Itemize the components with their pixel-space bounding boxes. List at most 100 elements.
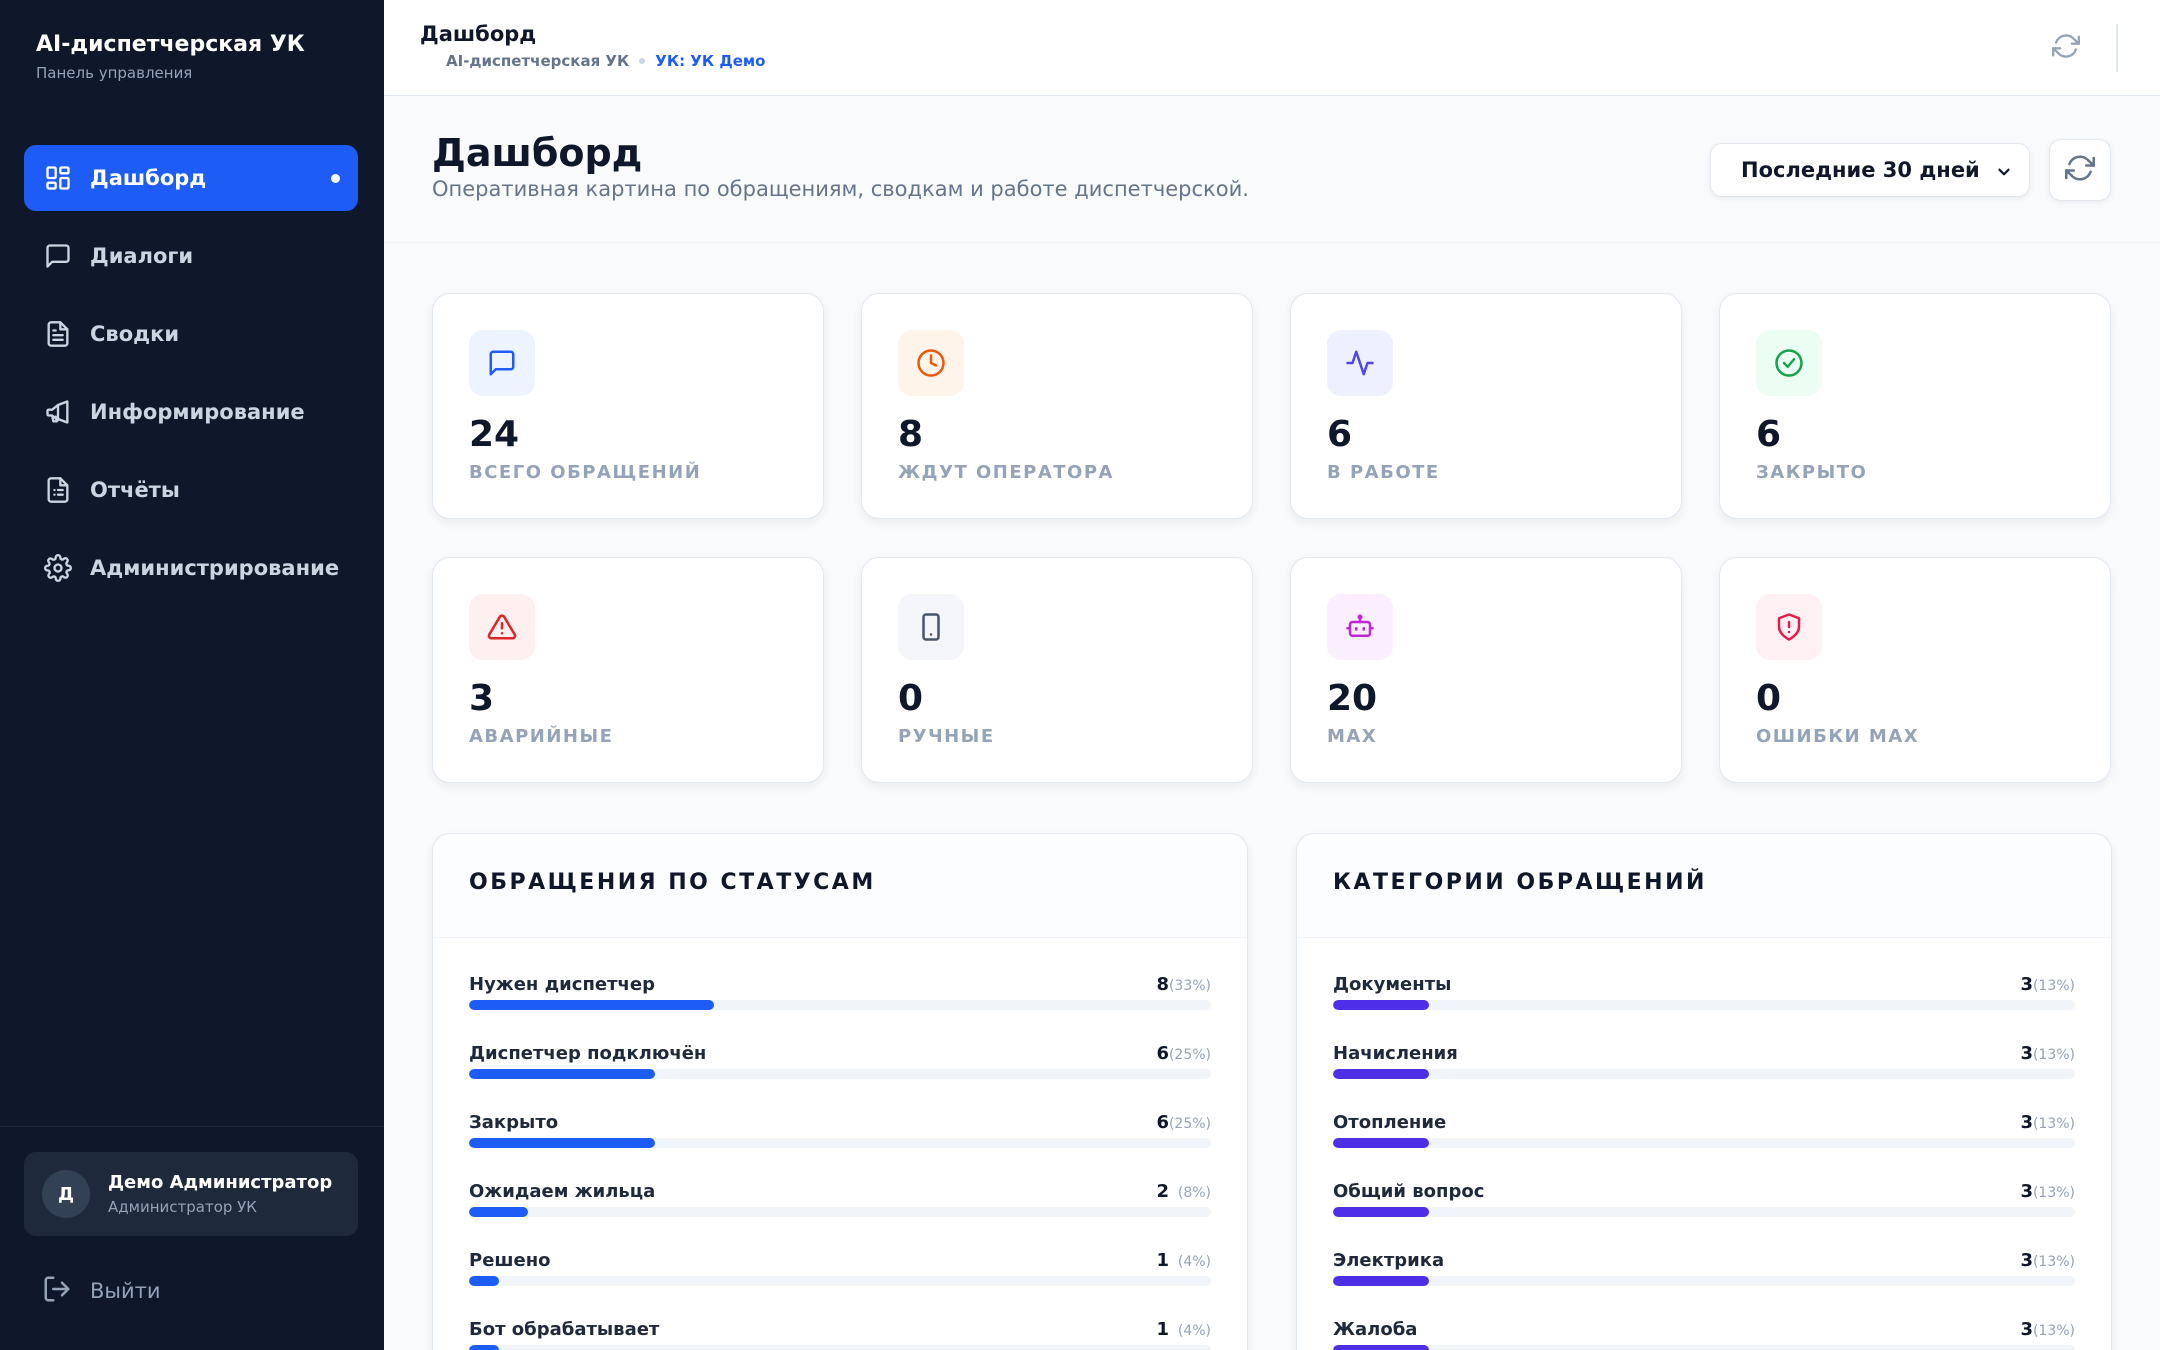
status-row-percent: (4%) xyxy=(1177,1323,1211,1339)
category-row-count: 3 xyxy=(2020,1250,2033,1271)
status-row-percent: (4%) xyxy=(1177,1254,1211,1270)
warning-icon xyxy=(469,594,535,660)
topbar: Дашборд AI-диспетчерская УК УК: УК Демо xyxy=(384,0,2160,96)
category-row-count: 3 xyxy=(2020,1112,2033,1133)
progress-fill xyxy=(1333,1138,1430,1148)
sidebar: AI-диспетчерская УК Панель управления Да… xyxy=(0,0,384,1350)
logout-icon xyxy=(42,1274,72,1308)
stat-card-waiting-operator: 8 ЖДУТ ОПЕРАТОРА xyxy=(861,293,1253,519)
category-row-count: 3 xyxy=(2020,1181,2033,1202)
progress-track xyxy=(469,1207,1211,1217)
user-name: Демо Администратор xyxy=(108,1172,333,1193)
chat-icon xyxy=(469,330,535,396)
progress-track xyxy=(469,1138,1211,1148)
progress-fill xyxy=(469,1345,499,1350)
progress-track xyxy=(1333,1345,2075,1350)
status-row-label: Диспетчер подключён xyxy=(469,1043,707,1064)
sidebar-item-label: Информирование xyxy=(90,400,305,424)
user-card[interactable]: Д Демо Администратор Администратор УК xyxy=(24,1152,358,1236)
stat-card-in-progress: 6 В РАБОТЕ xyxy=(1290,293,1682,519)
gear-icon xyxy=(42,552,74,584)
sidebar-item-dialogs[interactable]: Диалоги xyxy=(24,223,358,289)
stat-card-emergency: 3 АВАРИЙНЫЕ xyxy=(432,557,824,783)
topbar-separator xyxy=(2116,24,2118,72)
sidebar-item-summaries[interactable]: Сводки xyxy=(24,301,358,367)
stat-card-max-errors: 0 ОШИБКИ MAX xyxy=(1719,557,2111,783)
panel-title: КАТЕГОРИИ ОБРАЩЕНИЙ xyxy=(1333,870,1707,895)
statuses-panel: ОБРАЩЕНИЯ ПО СТАТУСАМ Нужен диспетчер 8 (3… xyxy=(432,833,1248,1350)
category-row: Общий вопрос 3 (13%) xyxy=(1333,1181,2075,1231)
sidebar-item-label: Диалоги xyxy=(90,244,194,268)
report-icon xyxy=(42,474,74,506)
topbar-title: Дашборд xyxy=(420,22,537,46)
progress-fill xyxy=(1333,1345,1430,1350)
sidebar-item-label: Администрирование xyxy=(90,556,340,580)
page-subtitle: Оперативная картина по обращениям, сводк… xyxy=(432,177,1249,201)
category-row: Отопление 3 (13%) xyxy=(1333,1112,2075,1162)
category-row-label: Общий вопрос xyxy=(1333,1181,1485,1202)
stat-value: 6 xyxy=(1327,414,1353,455)
progress-track xyxy=(469,1276,1211,1286)
document-icon xyxy=(42,318,74,350)
panel-header: КАТЕГОРИИ ОБРАЩЕНИЙ xyxy=(1297,834,2111,938)
category-row: Жалоба 3 (13%) xyxy=(1333,1319,2075,1350)
status-row-count: 6 xyxy=(1156,1043,1169,1064)
stat-label: В РАБОТЕ xyxy=(1327,462,1440,483)
sidebar-item-dashboard[interactable]: Дашборд xyxy=(24,145,358,211)
category-row-label: Начисления xyxy=(1333,1043,1458,1064)
stat-value: 24 xyxy=(469,414,520,455)
status-row-label: Решено xyxy=(469,1250,551,1271)
progress-fill xyxy=(1333,1276,1430,1286)
clock-icon xyxy=(898,330,964,396)
category-row-percent: (13%) xyxy=(2032,978,2075,994)
stat-card-closed: 6 ЗАКРЫТО xyxy=(1719,293,2111,519)
sidebar-item-label: Дашборд xyxy=(90,166,207,190)
panel-title: ОБРАЩЕНИЯ ПО СТАТУСАМ xyxy=(469,870,876,895)
stat-label: ЗАКРЫТО xyxy=(1756,462,1868,483)
progress-fill xyxy=(469,1000,714,1010)
stat-value: 0 xyxy=(1756,678,1782,719)
status-row: Бот обрабатывает 1 (4%) xyxy=(469,1319,1211,1350)
category-row-count: 3 xyxy=(2020,974,2033,995)
categories-panel: КАТЕГОРИИ ОБРАЩЕНИЙ Документы 3 (13%) Начис… xyxy=(1296,833,2112,1350)
stat-label: РУЧНЫЕ xyxy=(898,726,995,747)
period-select[interactable]: Последние 30 дней xyxy=(1710,143,2030,197)
progress-track xyxy=(469,1069,1211,1079)
category-row: Электрика 3 (13%) xyxy=(1333,1250,2075,1300)
sidebar-item-administration[interactable]: Администрирование xyxy=(24,535,358,601)
category-row-count: 3 xyxy=(2020,1043,2033,1064)
status-row: Нужен диспетчер 8 (33%) xyxy=(469,974,1211,1024)
sidebar-item-notifications[interactable]: Информирование xyxy=(24,379,358,445)
progress-track xyxy=(1333,1138,2075,1148)
stat-value: 20 xyxy=(1327,678,1378,719)
progress-track xyxy=(469,1000,1211,1010)
category-row-percent: (13%) xyxy=(2032,1116,2075,1132)
avatar: Д xyxy=(42,1170,90,1218)
refresh-icon xyxy=(2052,32,2080,64)
status-row-count: 6 xyxy=(1156,1112,1169,1133)
sidebar-item-label: Отчёты xyxy=(90,478,180,502)
refresh-button[interactable] xyxy=(2049,139,2111,201)
logout-button[interactable]: Выйти xyxy=(42,1274,161,1308)
status-row-label: Бот обрабатывает xyxy=(469,1319,660,1340)
progress-fill xyxy=(1333,1069,1430,1079)
sidebar-item-label: Сводки xyxy=(90,322,180,346)
status-row-count: 2 xyxy=(1156,1181,1169,1202)
activity-icon xyxy=(1327,330,1393,396)
period-select-value: Последние 30 дней xyxy=(1741,158,1980,182)
sidebar-item-reports[interactable]: Отчёты xyxy=(24,457,358,523)
category-row: Документы 3 (13%) xyxy=(1333,974,2075,1024)
stat-label: ВСЕГО ОБРАЩЕНИЙ xyxy=(469,462,702,483)
panel-header: ОБРАЩЕНИЯ ПО СТАТУСАМ xyxy=(433,834,1247,938)
status-row: Диспетчер подключён 6 (25%) xyxy=(469,1043,1211,1093)
progress-fill xyxy=(469,1138,655,1148)
category-row-label: Отопление xyxy=(1333,1112,1447,1133)
breadcrumb-item-company[interactable]: УК: УК Демо xyxy=(655,52,766,70)
status-row-percent: (25%) xyxy=(1168,1116,1211,1132)
status-row-count: 1 xyxy=(1156,1319,1169,1340)
topbar-refresh-button[interactable] xyxy=(2048,30,2084,66)
progress-fill xyxy=(1333,1207,1430,1217)
breadcrumb-item-app[interactable]: AI-диспетчерская УК xyxy=(446,52,630,70)
status-row-label: Нужен диспетчер xyxy=(469,974,655,995)
stat-label: ОШИБКИ MAX xyxy=(1756,726,1920,747)
